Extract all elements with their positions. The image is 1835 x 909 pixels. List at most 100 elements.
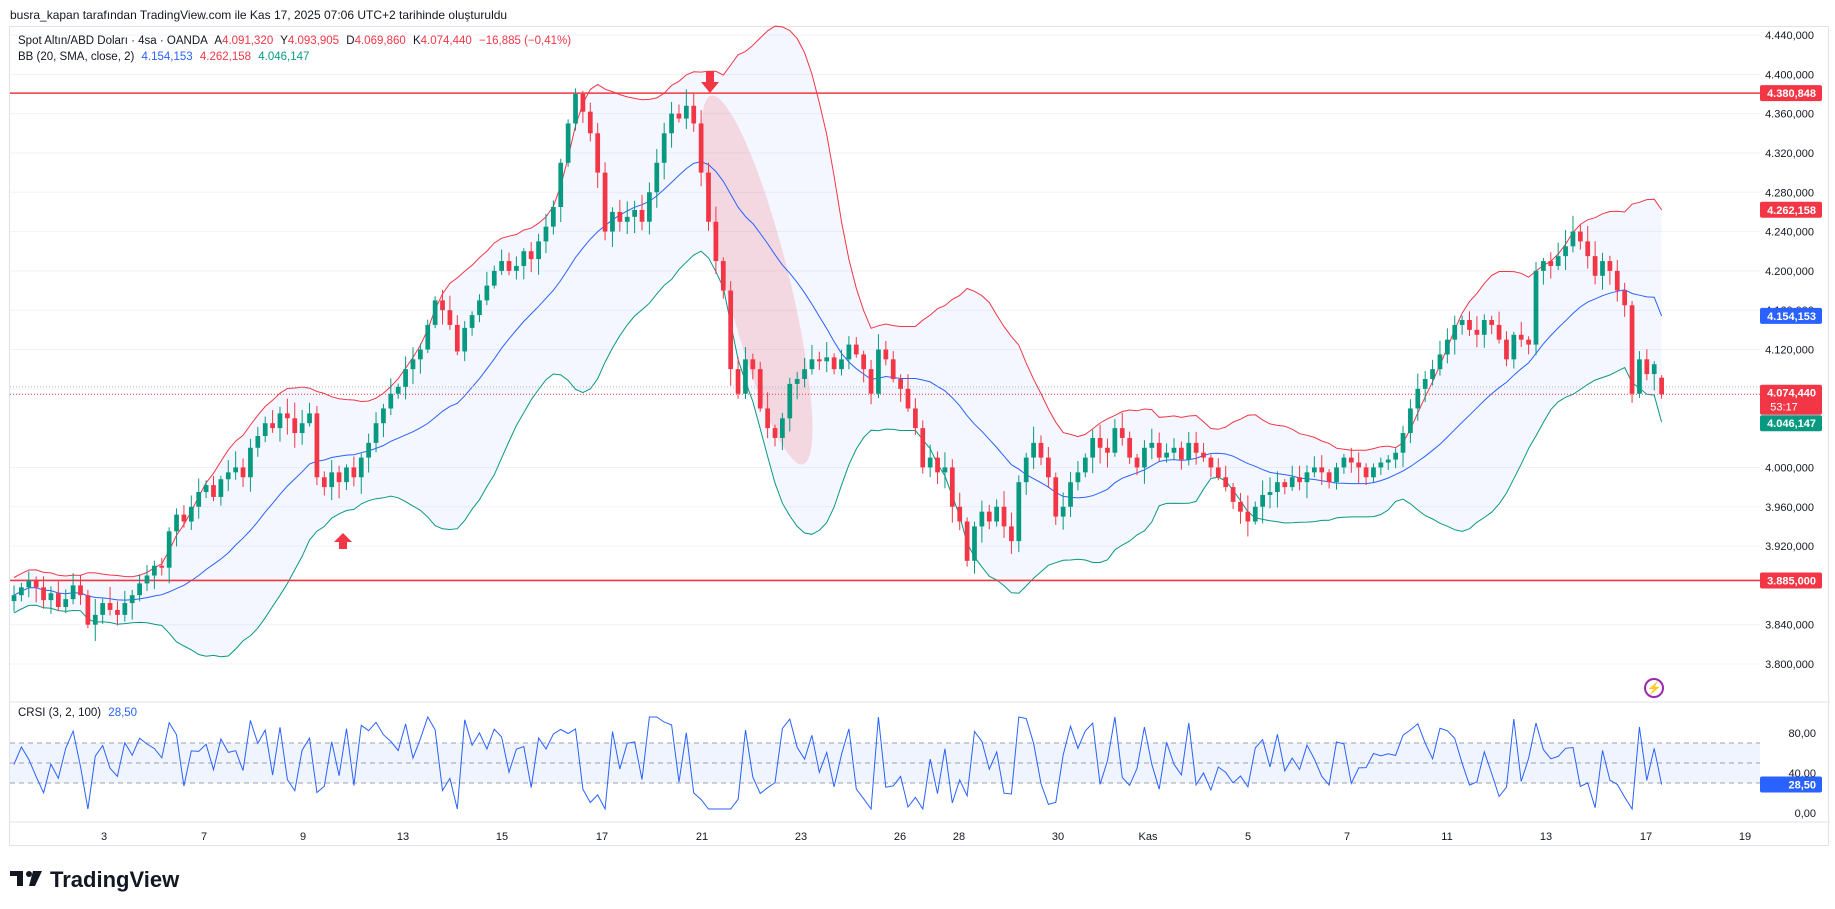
candle-body — [336, 472, 342, 483]
symbol-name[interactable]: Spot Altın/ABD Doları · 4sa · OANDA — [18, 35, 208, 47]
time-axis-tick: 7 — [1344, 831, 1350, 843]
time-axis-tick: 17 — [1640, 831, 1652, 843]
candle-body — [506, 261, 512, 271]
candle-body — [107, 603, 113, 610]
symbol-legend: Spot Altın/ABD Doları · 4sa · OANDA A4.0… — [18, 33, 575, 49]
candle-body — [757, 369, 763, 409]
candle-body — [358, 457, 364, 478]
time-axis-tick: 17 — [596, 831, 608, 843]
tradingview-brand-name: TradingView — [50, 867, 180, 892]
candle-body — [1378, 462, 1384, 468]
candle-body — [1112, 428, 1118, 453]
bb-basis-value: 4.154,153 — [141, 51, 193, 63]
candle-body — [240, 467, 246, 478]
candle-body — [536, 241, 541, 260]
candle-body — [1437, 354, 1443, 370]
candle-body — [48, 593, 54, 601]
candle-body — [70, 585, 76, 600]
candle-body — [1563, 246, 1568, 257]
decline-highlight — [701, 95, 813, 465]
candle-body — [1400, 433, 1406, 453]
candle-body — [1275, 482, 1280, 493]
candle-body — [344, 467, 349, 483]
indicator-price-label-box — [1760, 201, 1822, 218]
candle-body — [1600, 261, 1605, 276]
candle-body — [432, 300, 438, 325]
candle-body — [1245, 511, 1251, 522]
candle-body — [425, 324, 431, 350]
price-axis-tick: 4.200,000 — [1765, 266, 1814, 278]
candle-body — [1607, 261, 1613, 271]
candle-body — [1134, 457, 1140, 468]
candle-body — [1186, 442, 1192, 460]
candle-body — [728, 290, 734, 370]
candle-body — [521, 251, 527, 266]
candle-body — [794, 378, 800, 384]
candle-body — [1474, 329, 1480, 335]
candle-body — [765, 408, 770, 429]
candle-body — [1016, 482, 1022, 542]
candle-body — [225, 472, 231, 480]
candle-body — [1348, 457, 1354, 463]
tradingview-logo[interactable]: TradingView — [10, 867, 179, 893]
candle-body — [314, 413, 320, 478]
candle-body — [1297, 477, 1302, 483]
candle-body — [595, 133, 601, 173]
candle-body — [203, 485, 209, 493]
candle-body — [1105, 447, 1110, 453]
candle-body — [1467, 320, 1472, 330]
candle-body — [913, 408, 918, 429]
candle-body — [617, 211, 623, 222]
crsi-legend[interactable]: CRSI (3, 2, 100) 28,50 — [18, 705, 141, 721]
candle-body — [159, 565, 165, 568]
candle-body — [1444, 339, 1450, 355]
candle-body — [1422, 378, 1428, 389]
candle-body — [144, 575, 150, 584]
crsi-value-box — [1760, 776, 1822, 793]
candle-body — [1644, 359, 1650, 375]
indicator-price-label: 4.074,440 — [1767, 388, 1816, 400]
candle-body — [1060, 506, 1066, 517]
candle-body — [477, 300, 482, 316]
candle-body — [417, 349, 423, 360]
candle-body — [1082, 457, 1088, 473]
candle-body — [1481, 320, 1487, 335]
lightning-icon[interactable]: ⚡ — [1644, 678, 1664, 698]
price-axis-tick: 3.800,000 — [1765, 659, 1814, 671]
bb-legend[interactable]: BB (20, SMA, close, 2) 4.154,153 4.262,1… — [18, 49, 313, 65]
candle-body — [816, 359, 822, 362]
bollinger-basis-line — [13, 161, 1663, 601]
candle-body — [876, 349, 881, 394]
candle-body — [706, 172, 711, 222]
candle-body — [994, 506, 1000, 522]
candle-body — [181, 514, 187, 522]
candle-body — [292, 418, 298, 434]
time-axis-tick: 26 — [894, 831, 906, 843]
candle-body — [580, 93, 586, 112]
candle-body — [218, 479, 224, 497]
candle-body — [905, 388, 911, 409]
time-axis-tick: 13 — [397, 831, 409, 843]
time-axis-tick: 3 — [101, 831, 107, 843]
candle-body — [499, 261, 504, 271]
candle-body — [528, 251, 534, 260]
candle-body — [839, 359, 844, 370]
candle-body — [1570, 231, 1576, 247]
candle-body — [1223, 477, 1229, 488]
candle-body — [78, 585, 83, 596]
candle-body — [898, 378, 903, 389]
candle-body — [809, 359, 815, 370]
candle-body — [1127, 437, 1133, 458]
candle-body — [853, 344, 859, 355]
bb-upper-value: 4.262,158 — [199, 51, 252, 63]
candle-body — [720, 261, 726, 291]
candle-body — [890, 359, 896, 379]
time-axis-tick: 19 — [1739, 831, 1751, 843]
candle-body — [846, 344, 852, 360]
candle-body — [1385, 459, 1391, 463]
candle-body — [129, 595, 135, 604]
candle-body — [514, 265, 519, 271]
time-axis-tick: 5 — [1245, 831, 1251, 843]
candle-body — [277, 413, 283, 429]
